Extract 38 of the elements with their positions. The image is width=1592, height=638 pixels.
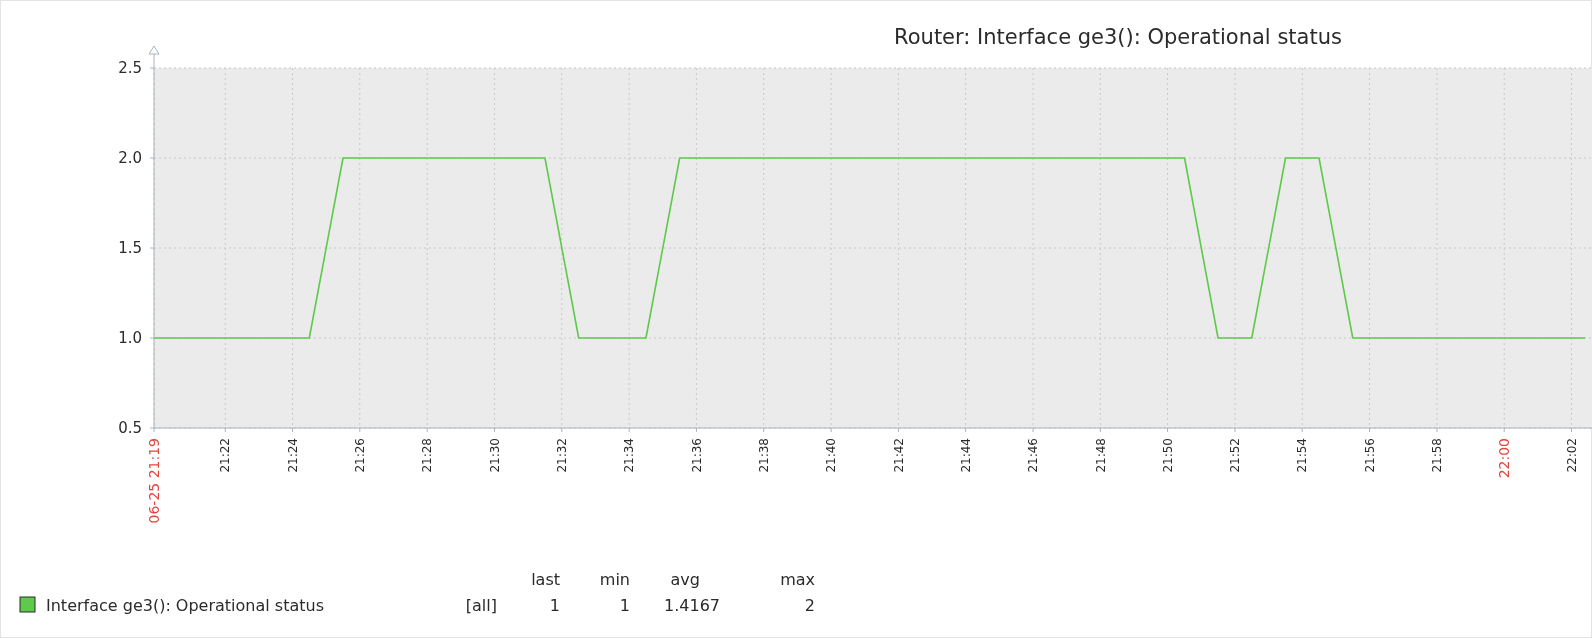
x-tick-label: 21:52 bbox=[1228, 438, 1243, 473]
x-tick-label: 21:54 bbox=[1295, 438, 1310, 473]
text: 1.4167 bbox=[664, 595, 720, 615]
x-tick-label: 21:44 bbox=[958, 438, 973, 473]
x-tick-label: 21:50 bbox=[1160, 438, 1175, 473]
x-tick-label: 22:02 bbox=[1564, 438, 1579, 473]
x-tick-label: 21:22 bbox=[218, 438, 233, 473]
text: min bbox=[599, 569, 630, 589]
text: last bbox=[531, 569, 560, 589]
x-tick-label: 21:58 bbox=[1430, 438, 1445, 473]
x-tick-label: 21:28 bbox=[420, 438, 435, 473]
y-tick-label: 1.5 bbox=[118, 239, 142, 258]
x-tick-label: 21:30 bbox=[487, 438, 502, 473]
x-tick-label: 21:26 bbox=[352, 438, 367, 473]
x-tick-label: 21:24 bbox=[285, 438, 300, 473]
text: [all] bbox=[465, 595, 497, 615]
y-tick-label: 2.5 bbox=[118, 59, 142, 78]
y-tick-label: 0.5 bbox=[118, 419, 142, 438]
x-tick-label: 22:00 bbox=[1496, 438, 1513, 479]
legend-label: Interface ge3(): Operational status bbox=[46, 595, 324, 615]
text: avg bbox=[670, 569, 700, 589]
x-tick-label: 21:48 bbox=[1093, 438, 1108, 473]
text: 1 bbox=[549, 595, 560, 615]
x-tick-label: 06-25 21:19 bbox=[145, 438, 162, 524]
x-tick-label: 21:32 bbox=[554, 438, 569, 473]
x-tick-label: 21:34 bbox=[622, 438, 637, 473]
y-tick-label: 1.0 bbox=[118, 329, 142, 348]
x-tick-label: 21:40 bbox=[824, 438, 839, 473]
y-tick-label: 2.0 bbox=[118, 149, 142, 168]
x-tick-label: 21:38 bbox=[756, 438, 771, 473]
x-tick-label: 21:56 bbox=[1362, 438, 1377, 473]
text: 2 bbox=[804, 595, 815, 615]
x-tick-label: 21:46 bbox=[1026, 438, 1041, 473]
x-tick-label: 21:36 bbox=[689, 438, 704, 473]
x-tick-label: 21:42 bbox=[891, 438, 906, 473]
text: max bbox=[780, 569, 815, 589]
chart-title: Router: Interface ge3(): Operational status bbox=[894, 25, 1342, 49]
text: 1 bbox=[619, 595, 630, 615]
